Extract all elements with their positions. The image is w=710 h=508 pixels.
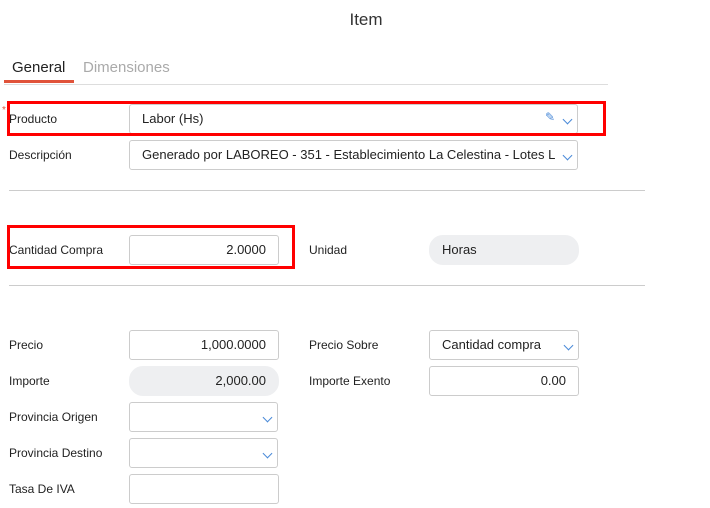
tasa-iva-label: Tasa De IVA (9, 482, 75, 496)
descripcion-field[interactable]: Generado por LABOREO - 351 - Establecimi… (129, 140, 578, 170)
precio-sobre-value: Cantidad compra (442, 337, 541, 352)
importe-label: Importe (9, 374, 50, 388)
importe-exento-label: Importe Exento (309, 374, 391, 388)
cantidad-label: Cantidad Compra (9, 243, 104, 257)
producto-value: Labor (Hs) (142, 111, 204, 126)
dialog-title: Item (349, 10, 383, 29)
chevron-down-icon[interactable] (264, 439, 271, 467)
edit-pencil-icon[interactable]: ✎ (544, 110, 555, 124)
tab-dimensiones[interactable]: Dimensiones (83, 59, 170, 76)
cantidad-input[interactable]: 2.0000 (129, 235, 279, 265)
descripcion-value: Generado por LABOREO - 351 - Establecimi… (142, 147, 556, 162)
precio-sobre-select[interactable]: Cantidad compra (429, 330, 579, 360)
precio-label: Precio (9, 338, 44, 352)
active-tab-indicator (4, 80, 74, 83)
importe-field: 2,000.00 (129, 366, 279, 396)
descripcion-label: Descripción (9, 148, 72, 162)
provincia-destino-select[interactable] (129, 438, 278, 468)
section-divider (9, 285, 645, 286)
chevron-down-icon[interactable] (264, 403, 271, 431)
tasa-iva-input[interactable] (129, 474, 279, 504)
importe-exento-input[interactable]: 0.00 (429, 366, 579, 396)
provincia-origen-label: Provincia Origen (9, 410, 98, 424)
tab-divider (4, 84, 608, 85)
highlight-box-cantidad (7, 225, 295, 269)
provincia-destino-label: Provincia Destino (9, 446, 103, 460)
tab-general[interactable]: General (12, 59, 66, 76)
unidad-label: Unidad (309, 243, 348, 257)
chevron-down-icon[interactable] (560, 141, 571, 169)
producto-label: Producto (9, 112, 58, 126)
unidad-field: Horas (429, 235, 579, 265)
section-divider (9, 190, 645, 191)
highlight-box-producto (7, 101, 606, 136)
required-marker: * (2, 105, 6, 116)
chevron-down-icon[interactable] (565, 331, 572, 359)
precio-sobre-label: Precio Sobre (309, 338, 379, 352)
provincia-origen-select[interactable] (129, 402, 278, 432)
precio-input[interactable]: 1,000.0000 (129, 330, 279, 360)
